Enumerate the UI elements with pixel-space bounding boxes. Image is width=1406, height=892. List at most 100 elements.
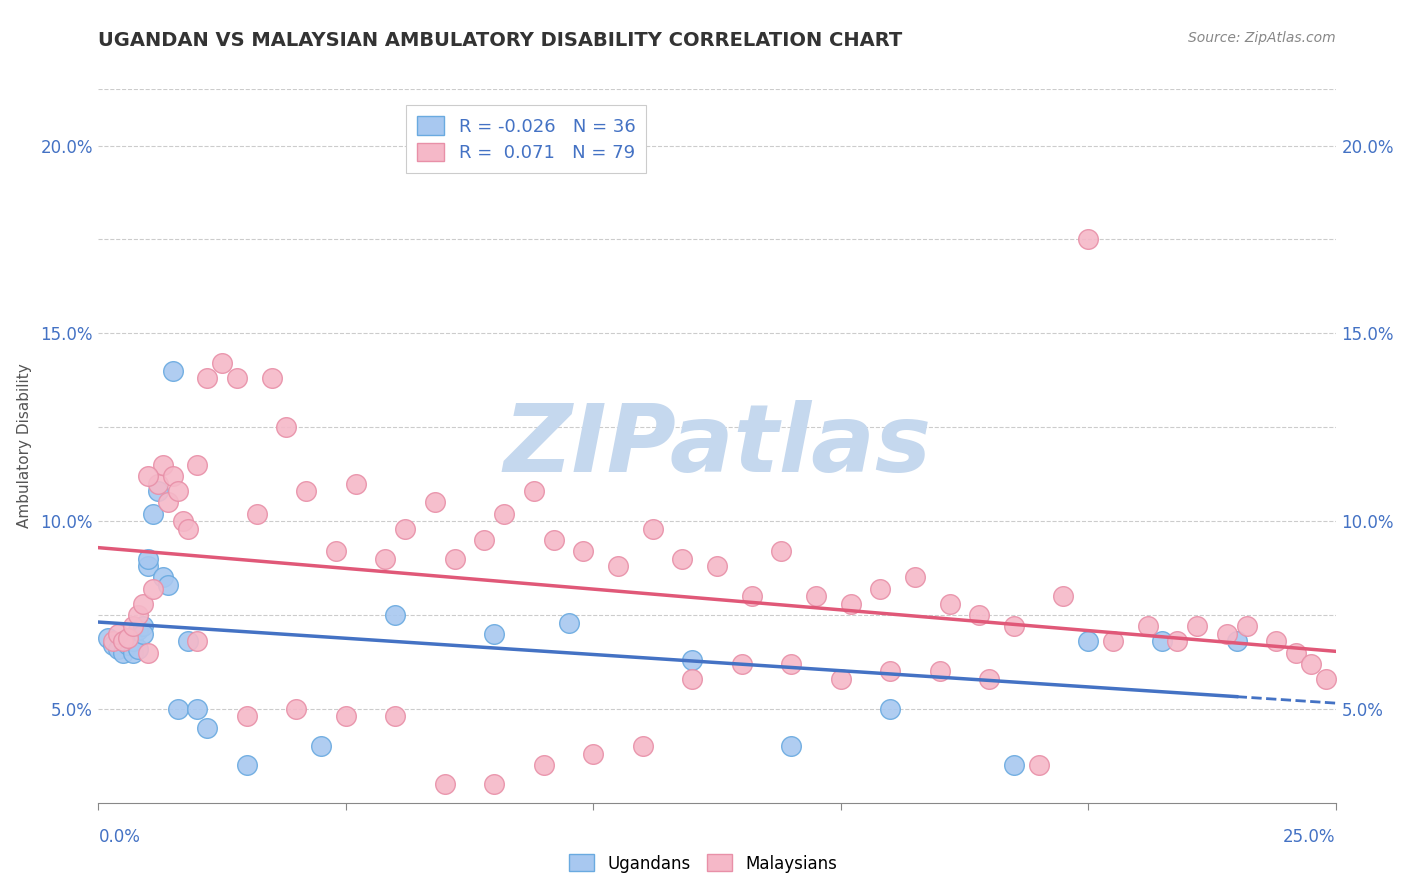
- Point: [681, 653, 703, 667]
- Point: [1102, 634, 1125, 648]
- Point: [706, 559, 728, 574]
- Point: [127, 607, 149, 622]
- Point: [335, 709, 357, 723]
- Point: [394, 522, 416, 536]
- Point: [127, 623, 149, 637]
- Point: [166, 702, 188, 716]
- Point: [176, 522, 198, 536]
- Point: [741, 589, 763, 603]
- Point: [103, 638, 125, 652]
- Point: [1028, 758, 1050, 772]
- Point: [804, 589, 827, 603]
- Point: [443, 551, 465, 566]
- Point: [136, 646, 159, 660]
- Point: [1265, 634, 1288, 648]
- Point: [162, 364, 184, 378]
- Point: [117, 631, 139, 645]
- Point: [433, 777, 456, 791]
- Point: [186, 634, 208, 648]
- Point: [107, 641, 129, 656]
- Point: [879, 702, 901, 716]
- Point: [152, 570, 174, 584]
- Point: [152, 458, 174, 472]
- Point: [186, 702, 208, 716]
- Point: [226, 371, 249, 385]
- Point: [276, 420, 298, 434]
- Point: [344, 476, 367, 491]
- Point: [1002, 619, 1025, 633]
- Point: [572, 544, 595, 558]
- Point: [681, 672, 703, 686]
- Point: [172, 514, 194, 528]
- Point: [211, 356, 233, 370]
- Point: [132, 597, 155, 611]
- Point: [484, 627, 506, 641]
- Point: [641, 522, 664, 536]
- Point: [671, 551, 693, 566]
- Point: [112, 646, 135, 660]
- Point: [928, 665, 950, 679]
- Point: [1052, 589, 1074, 603]
- Point: [979, 672, 1001, 686]
- Point: [117, 631, 139, 645]
- Point: [374, 551, 396, 566]
- Point: [543, 533, 565, 547]
- Point: [176, 634, 198, 648]
- Point: [236, 709, 259, 723]
- Point: [384, 709, 406, 723]
- Point: [117, 638, 139, 652]
- Point: [770, 544, 793, 558]
- Point: [246, 507, 269, 521]
- Point: [1285, 646, 1308, 660]
- Point: [780, 657, 803, 671]
- Point: [1226, 634, 1249, 648]
- Point: [146, 476, 169, 491]
- Legend: Ugandans, Malaysians: Ugandans, Malaysians: [562, 847, 844, 880]
- Point: [523, 484, 546, 499]
- Point: [1315, 672, 1337, 686]
- Point: [112, 634, 135, 648]
- Y-axis label: Ambulatory Disability: Ambulatory Disability: [17, 364, 32, 528]
- Point: [938, 597, 960, 611]
- Point: [97, 631, 120, 645]
- Point: [122, 634, 145, 648]
- Point: [146, 484, 169, 499]
- Text: Source: ZipAtlas.com: Source: ZipAtlas.com: [1188, 31, 1336, 45]
- Point: [1077, 232, 1099, 246]
- Text: 0.0%: 0.0%: [98, 828, 141, 846]
- Point: [384, 607, 406, 622]
- Point: [195, 721, 218, 735]
- Point: [295, 484, 318, 499]
- Point: [325, 544, 347, 558]
- Point: [557, 615, 579, 630]
- Point: [166, 484, 188, 499]
- Point: [136, 469, 159, 483]
- Point: [879, 665, 901, 679]
- Point: [1236, 619, 1258, 633]
- Point: [869, 582, 891, 596]
- Point: [631, 739, 654, 754]
- Text: ZIPatlas: ZIPatlas: [503, 400, 931, 492]
- Point: [103, 634, 125, 648]
- Point: [423, 495, 446, 509]
- Point: [731, 657, 754, 671]
- Point: [260, 371, 283, 385]
- Point: [1136, 619, 1159, 633]
- Point: [474, 533, 496, 547]
- Point: [1077, 634, 1099, 648]
- Point: [533, 758, 555, 772]
- Point: [1216, 627, 1239, 641]
- Point: [162, 469, 184, 483]
- Point: [1166, 634, 1188, 648]
- Point: [1152, 634, 1174, 648]
- Point: [969, 607, 991, 622]
- Point: [494, 507, 516, 521]
- Legend: R = -0.026   N = 36, R =  0.071   N = 79: R = -0.026 N = 36, R = 0.071 N = 79: [406, 105, 647, 173]
- Point: [156, 495, 179, 509]
- Point: [132, 627, 155, 641]
- Point: [186, 458, 208, 472]
- Point: [122, 619, 145, 633]
- Point: [839, 597, 862, 611]
- Point: [107, 627, 129, 641]
- Point: [309, 739, 332, 754]
